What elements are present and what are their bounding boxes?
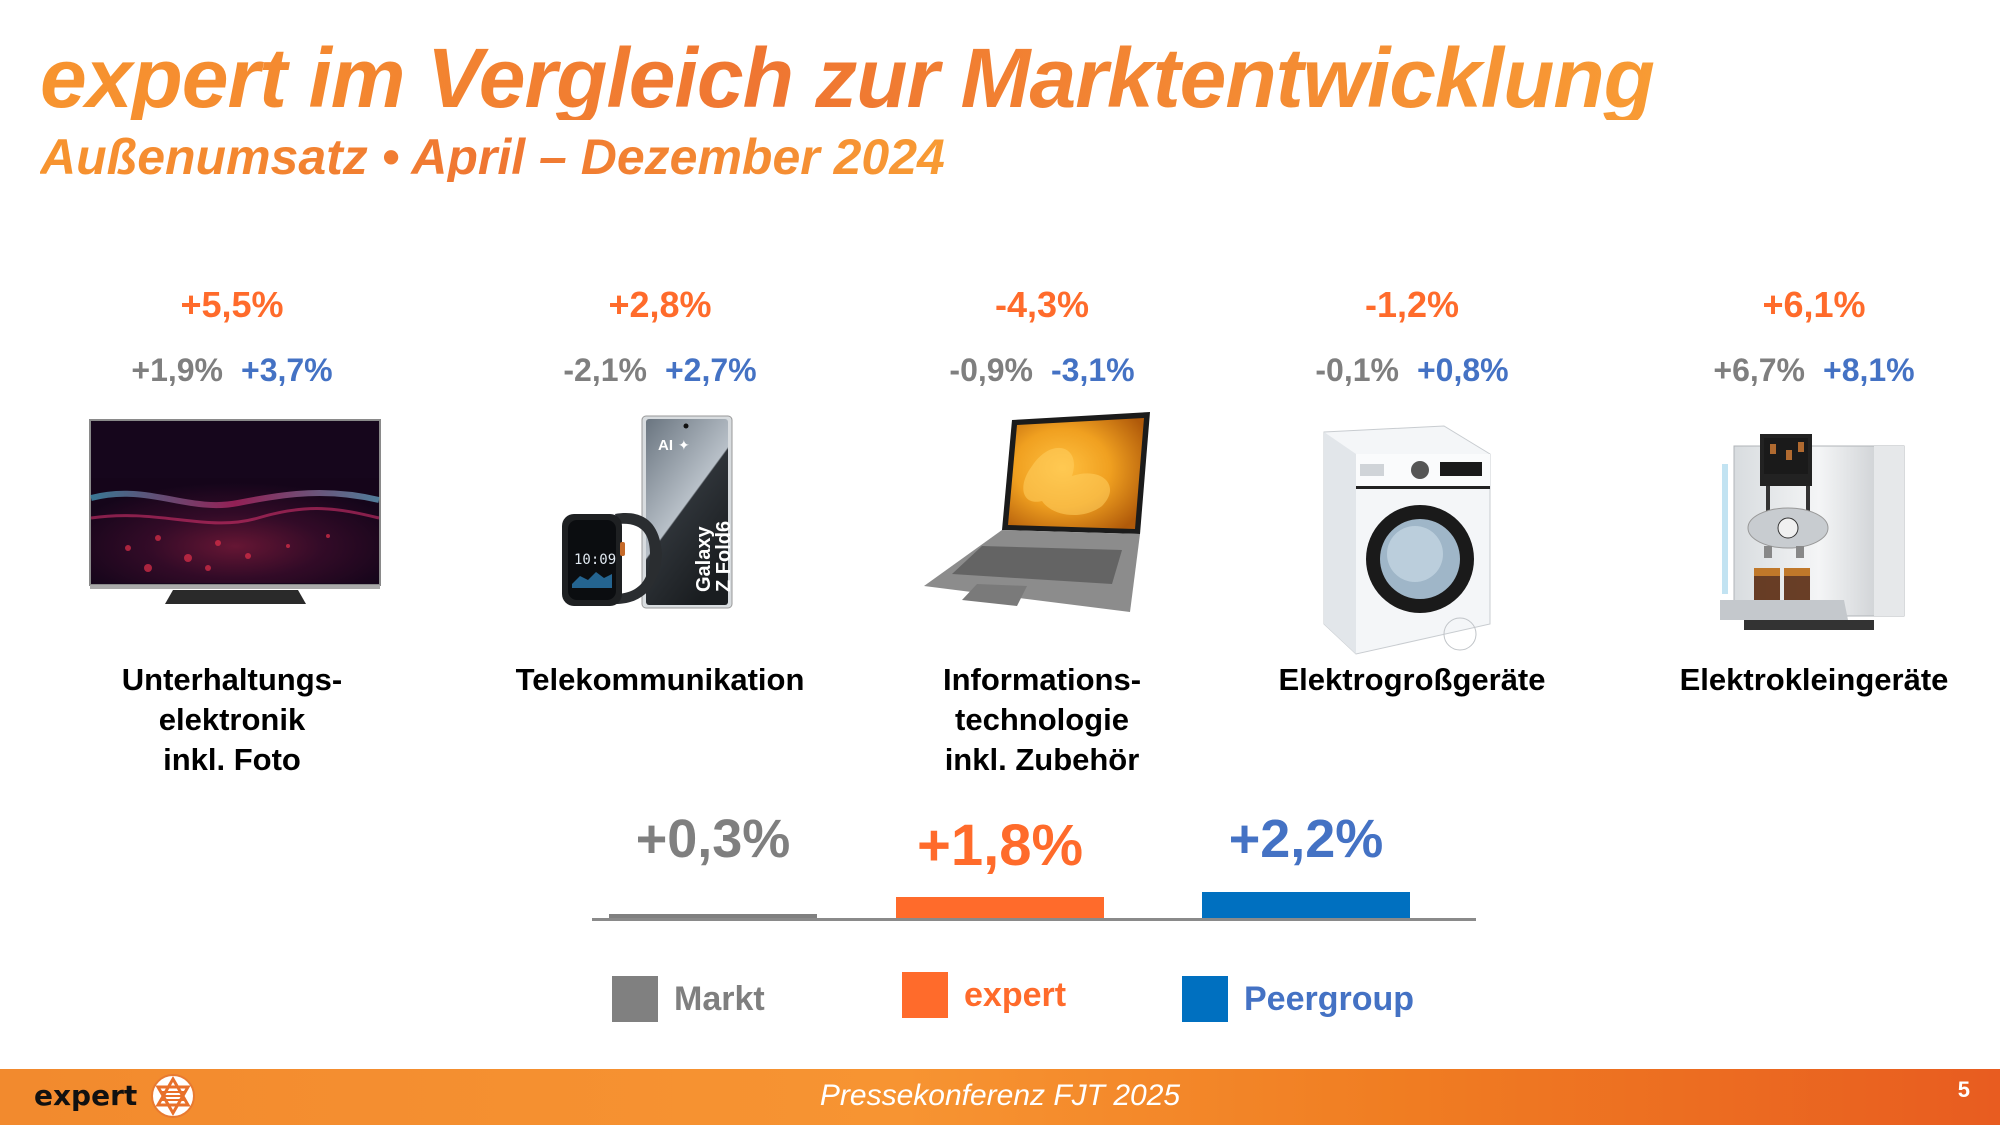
market-change-value: +1,9% (131, 352, 223, 388)
peergroup-change-value: +8,1% (1823, 352, 1915, 388)
category-label-line: Unterhaltungs- (121, 662, 343, 697)
bar-markt (609, 914, 817, 918)
expert-change-value: +5,5% (180, 284, 284, 325)
chart-baseline (592, 918, 1476, 921)
svg-text:✦: ✦ (678, 438, 690, 454)
legend-label-markt: Markt (674, 979, 765, 1018)
category-label: Informations-technologie inkl. Zubehör (842, 660, 1242, 780)
peergroup-change-value: +2,7% (664, 352, 757, 388)
peergroup-change-value: +0,8% (1416, 352, 1509, 388)
peergroup-change-value: -3,1% (1051, 352, 1135, 388)
legend-swatch-peergroup (1182, 976, 1228, 1022)
legend-item-markt: Markt (612, 976, 765, 1022)
bar-expert (896, 896, 1104, 918)
category-label-line: inkl. Foto (163, 742, 301, 777)
comparison-values: +1,9% +3,7% (32, 352, 432, 389)
comparison-values: -0,9% -3,1% (842, 352, 1242, 389)
comparison-values: -0,1% +0,8% (1212, 352, 1612, 389)
tv-image (89, 419, 381, 604)
expert-change-value: -1,2% (1364, 284, 1460, 325)
expert-change-value: +2,8% (608, 284, 712, 325)
slide-title: expert im Vergleich zur Marktentwicklung (40, 31, 1655, 125)
market-change-value: -0,9% (949, 352, 1033, 388)
phone-brand-1: Galaxy (693, 526, 715, 592)
category-label: Elektrogroßgeräte (1212, 660, 1612, 700)
category-label-line: Telekommunikation (515, 662, 805, 697)
legend-label-peergroup: Peergroup (1244, 979, 1415, 1018)
legend-swatch-expert (902, 972, 948, 1018)
category-label: Elektrokleingeräte (1614, 660, 2000, 700)
category-label-line: elektronik (158, 702, 306, 737)
bar-value-label-peergroup: +2,2% (1228, 809, 1384, 869)
category-label-line: Elektrogroßgeräte (1278, 662, 1546, 697)
market-change-value: -2,1% (563, 352, 647, 388)
slide-subtitle: Außenumsatz • April – Dezember 2024 (40, 129, 945, 185)
laptop-image (924, 412, 1150, 612)
market-change-value: -0,1% (1315, 352, 1399, 388)
washing-machine-image (1323, 425, 1491, 655)
phone-watch-image: AI ✦ Galaxy Z Fold6 10:09 (562, 415, 735, 609)
legend-label-expert: expert (964, 975, 1067, 1014)
peergroup-change-value: +3,7% (241, 352, 333, 388)
expert-logo-icon (151, 1074, 195, 1118)
expert-change-value: -4,3% (994, 284, 1090, 325)
page-number: 5 (1957, 1077, 1970, 1102)
bar-value-label-markt: +0,3% (635, 809, 791, 869)
bar-value-label-expert: +1,8% (916, 813, 1084, 878)
category-label-line: Informations- (942, 662, 1142, 697)
legend-item-peergroup: Peergroup (1182, 976, 1414, 1022)
legend-item-expert: expert (902, 972, 1066, 1018)
category-label-line: technologie (955, 702, 1129, 737)
category-label: Unterhaltungs-elektronik inkl. Foto (32, 660, 432, 780)
expert-change-value: +6,1% (1762, 284, 1866, 325)
expert-logo-text: expert (34, 1079, 138, 1112)
category-label-line: inkl. Zubehör (944, 742, 1140, 777)
watch-time: 10:09 (574, 552, 616, 568)
comparison-values: -2,1% +2,7% (460, 352, 860, 389)
market-change-value: +6,7% (1713, 352, 1805, 388)
bar-peergroup (1202, 892, 1410, 918)
category-label-line: Elektrokleingeräte (1679, 662, 1949, 697)
phone-ai-text: AI (658, 437, 673, 454)
footer-bar: expert Pressekonferenz FJT 2025 5 (0, 1069, 2000, 1125)
footer-event-title: Pressekonferenz FJT 2025 (819, 1079, 1181, 1112)
legend-swatch-markt (612, 976, 658, 1022)
comparison-values: +6,7% +8,1% (1614, 352, 2000, 389)
coffee-machine-image (1720, 434, 1905, 630)
phone-brand-2: Z Fold6 (713, 521, 735, 592)
category-label: Telekommunikation (460, 660, 860, 700)
